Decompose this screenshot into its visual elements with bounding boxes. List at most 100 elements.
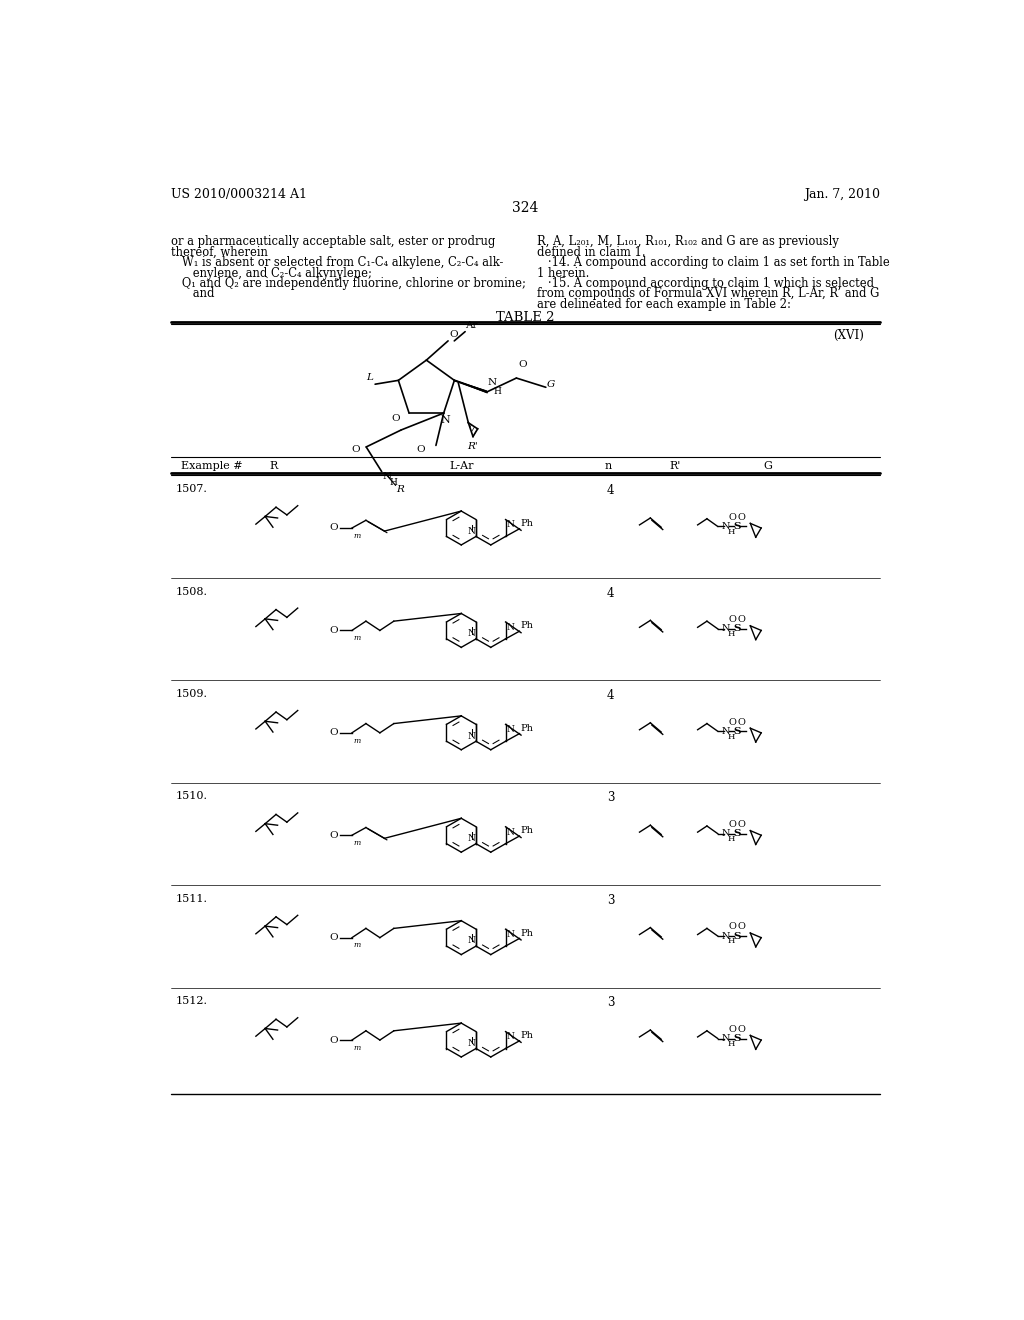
Text: ·15. A compound according to claim 1 which is selected: ·15. A compound according to claim 1 whi… (538, 277, 874, 290)
Text: O: O (728, 718, 736, 726)
Text: 3: 3 (607, 792, 614, 804)
Text: O: O (728, 615, 736, 624)
Text: N: N (487, 379, 497, 387)
Text: defined in claim 1.: defined in claim 1. (538, 246, 646, 259)
Text: O: O (391, 414, 399, 424)
Text: N: N (440, 414, 451, 425)
Text: TABLE 2: TABLE 2 (496, 312, 554, 323)
Text: N: N (467, 731, 475, 741)
Text: or a pharmaceutically acceptable salt, ester or prodrug: or a pharmaceutically acceptable salt, e… (171, 235, 495, 248)
Text: N: N (722, 932, 730, 941)
Text: O: O (728, 923, 736, 932)
Text: O: O (329, 729, 338, 738)
Text: 3: 3 (607, 997, 614, 1010)
Text: O: O (738, 718, 745, 726)
Text: 3: 3 (607, 894, 614, 907)
Text: S: S (733, 932, 741, 941)
Text: R: R (270, 461, 279, 471)
Text: N: N (722, 1034, 730, 1043)
Text: Ph: Ph (520, 826, 534, 836)
Text: N: N (722, 829, 730, 838)
Text: 4: 4 (607, 586, 614, 599)
Text: 1509.: 1509. (176, 689, 208, 698)
Text: 1512.: 1512. (176, 997, 208, 1006)
Text: 1 herein.: 1 herein. (538, 267, 590, 280)
Text: m: m (353, 532, 360, 540)
Text: H: H (727, 836, 734, 843)
Text: N: N (467, 834, 475, 843)
Text: N: N (467, 1039, 475, 1048)
Text: N: N (506, 828, 514, 837)
Text: N: N (506, 1032, 514, 1041)
Text: O: O (450, 330, 459, 339)
Text: ·14. A compound according to claim 1 as set forth in Table: ·14. A compound according to claim 1 as … (538, 256, 890, 269)
Text: G: G (547, 380, 555, 389)
Text: O: O (518, 360, 526, 368)
Text: enylene, and C₂-C₄ alkynylene;: enylene, and C₂-C₄ alkynylene; (171, 267, 372, 280)
Text: R: R (396, 486, 404, 495)
Text: R, A, L₂₀₁, M, L₁₀₁, R₁₀₁, R₁₀₂ and G are as previously: R, A, L₂₀₁, M, L₁₀₁, R₁₀₁, R₁₀₂ and G ar… (538, 235, 839, 248)
Text: N: N (506, 520, 514, 529)
Text: O: O (417, 445, 425, 454)
Text: H: H (389, 478, 397, 487)
Text: S: S (733, 624, 741, 634)
Text: S: S (733, 829, 741, 838)
Text: thereof, wherein: thereof, wherein (171, 246, 267, 259)
Text: US 2010/0003214 A1: US 2010/0003214 A1 (171, 187, 306, 201)
Text: are delineated for each example in Table 2:: are delineated for each example in Table… (538, 298, 792, 310)
Text: N: N (506, 725, 514, 734)
Text: W₁ is absent or selected from C₁-C₄ alkylene, C₂-C₄ alk-: W₁ is absent or selected from C₁-C₄ alky… (171, 256, 503, 269)
Text: Ph: Ph (520, 519, 534, 528)
Text: N: N (722, 521, 730, 531)
Text: 324: 324 (512, 201, 538, 215)
Text: L-Ar: L-Ar (450, 461, 474, 471)
Text: N: N (506, 623, 514, 632)
Text: Ph: Ph (520, 929, 534, 937)
Text: O: O (329, 933, 338, 942)
Text: m: m (353, 737, 360, 744)
Text: Ph: Ph (520, 622, 534, 631)
Text: m: m (353, 840, 360, 847)
Text: Ph: Ph (520, 1031, 534, 1040)
Text: 1510.: 1510. (176, 792, 208, 801)
Text: S: S (733, 727, 741, 735)
Text: G: G (764, 461, 772, 471)
Text: O: O (738, 1024, 745, 1034)
Text: N: N (722, 624, 730, 634)
Text: 4: 4 (607, 484, 614, 498)
Text: N: N (382, 471, 391, 480)
Text: 1511.: 1511. (176, 894, 208, 904)
Text: m: m (353, 1044, 360, 1052)
Text: Example #: Example # (180, 461, 243, 471)
Text: S: S (733, 1034, 741, 1043)
Text: m: m (353, 635, 360, 643)
Text: O: O (728, 820, 736, 829)
Text: L: L (366, 372, 373, 381)
Text: Q₁ and Q₂ are independently fluorine, chlorine or bromine;: Q₁ and Q₂ are independently fluorine, ch… (171, 277, 525, 290)
Text: R': R' (669, 461, 680, 471)
Text: m: m (353, 941, 360, 949)
Text: 4: 4 (607, 689, 614, 702)
Text: O: O (329, 524, 338, 532)
Text: S: S (733, 521, 741, 531)
Text: Ar: Ar (465, 321, 477, 330)
Text: O: O (738, 820, 745, 829)
Text: (XVI): (XVI) (834, 330, 864, 342)
Text: O: O (728, 512, 736, 521)
Text: H: H (727, 733, 734, 741)
Text: O: O (738, 615, 745, 624)
Text: O: O (738, 923, 745, 932)
Text: H: H (727, 630, 734, 639)
Text: from compounds of Formula XVI wherein R, L-Ar, R’ and G: from compounds of Formula XVI wherein R,… (538, 288, 880, 301)
Text: H: H (494, 387, 502, 396)
Text: H: H (727, 528, 734, 536)
Text: N: N (722, 727, 730, 735)
Text: Ph: Ph (520, 723, 534, 733)
Text: N: N (467, 936, 475, 945)
Text: R': R' (468, 442, 478, 451)
Text: O: O (329, 830, 338, 840)
Text: n: n (604, 461, 612, 471)
Text: and: and (171, 288, 214, 301)
Text: O: O (329, 1036, 338, 1044)
Text: Jan. 7, 2010: Jan. 7, 2010 (804, 187, 880, 201)
